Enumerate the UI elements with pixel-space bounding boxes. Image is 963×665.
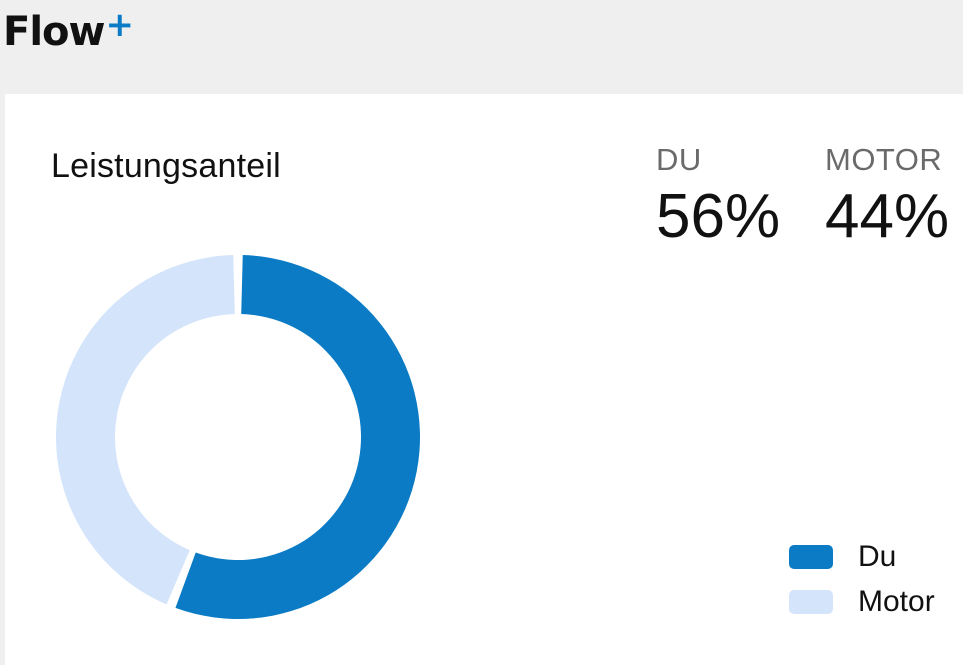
donut-slice-motor [56, 255, 235, 605]
card-title: Leistungsanteil [51, 147, 281, 185]
legend-item-du: Du [789, 534, 935, 579]
brand-name: Flow [3, 9, 105, 55]
stat-motor: MOTOR 44% [825, 142, 949, 252]
legend-swatch-du [789, 544, 833, 569]
brand-plus-icon: + [105, 5, 133, 45]
power-share-card: Leistungsanteil DU 56% MOTOR 44% Du Moto… [5, 94, 963, 665]
stat-du: DU 56% [656, 142, 780, 252]
stat-du-value: 56% [656, 182, 781, 251]
brand-logo: Flow+ [3, 5, 134, 58]
stat-motor-value: 44% [825, 182, 950, 251]
stat-du-label: DU [656, 142, 702, 177]
legend-item-motor: Motor [789, 579, 935, 624]
legend-label-motor: Motor [858, 584, 935, 618]
app-header: Flow+ [0, 0, 963, 94]
donut-chart [56, 255, 420, 619]
chart-legend: Du Motor [789, 534, 935, 624]
donut-slice-du [175, 255, 420, 619]
legend-swatch-motor [789, 589, 833, 614]
legend-label-du: Du [858, 539, 897, 573]
stat-motor-label: MOTOR [825, 142, 943, 177]
